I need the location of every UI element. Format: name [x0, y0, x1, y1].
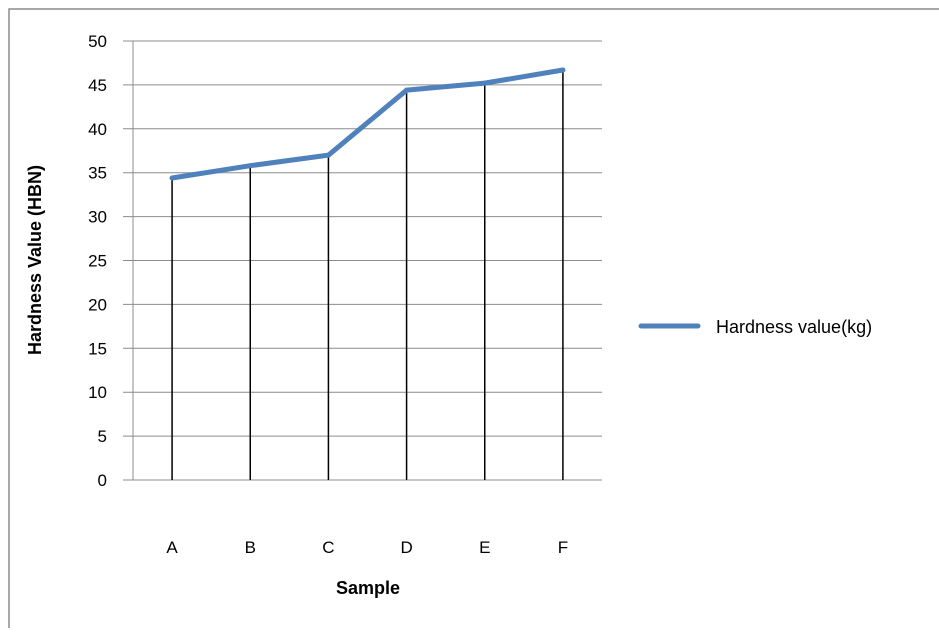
y-tick-label: 40	[88, 120, 107, 139]
y-tick-label: 30	[88, 208, 107, 227]
series-line	[169, 67, 566, 181]
x-axis-title: Sample	[336, 578, 400, 598]
y-tick-label: 5	[98, 427, 107, 446]
x-tick-label: F	[558, 538, 568, 557]
legend: Hardness value(kg)	[638, 317, 872, 337]
data-point	[247, 163, 253, 169]
y-tick-label: 25	[88, 252, 107, 271]
y-tick-label: 10	[88, 383, 107, 402]
x-tick-label: C	[322, 538, 334, 557]
y-tick-label: 50	[88, 32, 107, 51]
data-points	[169, 67, 566, 181]
y-tick-label: 45	[88, 76, 107, 95]
x-tick-label: E	[479, 538, 490, 557]
tick-labels: 0 5 10 15 20 25 30 35 40 45 50 A B C D E F	[88, 32, 568, 557]
legend-label: Hardness value(kg)	[716, 317, 872, 337]
data-point	[404, 87, 410, 93]
x-tick-label: B	[245, 538, 256, 557]
x-tick-label: D	[400, 538, 412, 557]
data-point	[560, 67, 566, 73]
series	[169, 67, 566, 181]
drop-lines	[171, 69, 564, 480]
chart-border	[8, 8, 939, 628]
axes	[123, 41, 602, 481]
y-tick-label: 0	[98, 471, 107, 490]
x-tick-label: A	[166, 538, 178, 557]
data-point	[482, 80, 488, 86]
y-tick-label: 35	[88, 164, 107, 183]
data-point	[325, 152, 331, 158]
gridlines	[123, 40, 602, 437]
y-tick-label: 15	[88, 339, 107, 358]
y-tick-label: 20	[88, 295, 107, 314]
y-axis-title: Hardness Value (HBN)	[25, 165, 45, 355]
data-point	[169, 175, 175, 181]
